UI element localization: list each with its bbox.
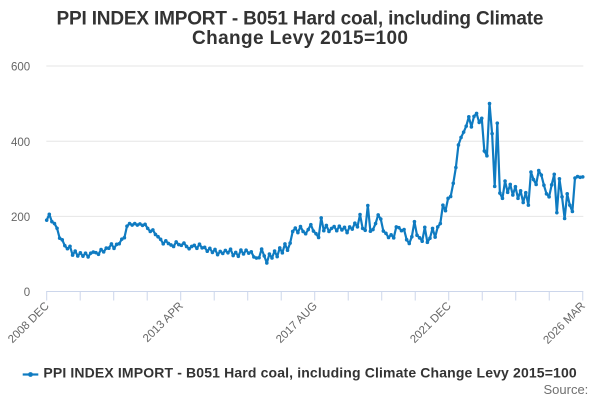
- svg-text:PPI INDEX IMPORT - B051 Hard c: PPI INDEX IMPORT - B051 Hard coal, inclu…: [43, 365, 577, 381]
- svg-text:PPI INDEX IMPORT - B051 Hard c: PPI INDEX IMPORT - B051 Hard coal, inclu…: [57, 8, 544, 29]
- svg-text:0: 0: [24, 287, 30, 299]
- svg-text:Source:: Source:: [543, 382, 588, 397]
- svg-text:600: 600: [11, 62, 30, 74]
- svg-text:200: 200: [11, 212, 30, 224]
- svg-text:Change Levy 2015=100: Change Levy 2015=100: [192, 28, 408, 49]
- svg-text:400: 400: [11, 137, 30, 149]
